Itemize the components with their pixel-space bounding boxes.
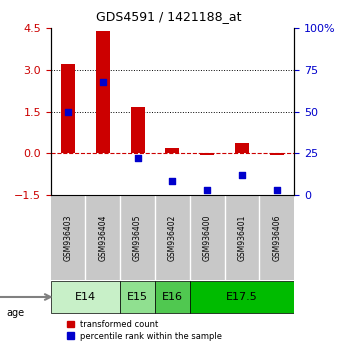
Bar bbox=[270, 153, 284, 155]
Bar bbox=[235, 143, 249, 153]
Text: GDS4591 / 1421188_at: GDS4591 / 1421188_at bbox=[96, 10, 242, 23]
FancyBboxPatch shape bbox=[155, 281, 190, 313]
FancyBboxPatch shape bbox=[120, 281, 155, 313]
Legend: transformed count, percentile rank within the sample: transformed count, percentile rank withi… bbox=[67, 320, 222, 341]
Text: GSM936404: GSM936404 bbox=[98, 214, 107, 261]
FancyBboxPatch shape bbox=[190, 281, 294, 313]
Point bbox=[204, 187, 210, 193]
Text: E16: E16 bbox=[162, 292, 183, 302]
Text: age: age bbox=[7, 308, 25, 318]
Bar bbox=[131, 107, 145, 153]
Bar bbox=[200, 153, 214, 155]
Text: GSM936401: GSM936401 bbox=[237, 215, 246, 261]
Text: GSM936406: GSM936406 bbox=[272, 214, 281, 261]
Text: GSM936405: GSM936405 bbox=[133, 214, 142, 261]
Text: GSM936402: GSM936402 bbox=[168, 215, 177, 261]
Text: E17.5: E17.5 bbox=[226, 292, 258, 302]
Bar bbox=[165, 148, 179, 153]
Point bbox=[135, 155, 140, 161]
Text: GSM936400: GSM936400 bbox=[203, 214, 212, 261]
Point bbox=[100, 79, 105, 84]
Point bbox=[170, 179, 175, 184]
Point bbox=[274, 187, 280, 193]
Text: GSM936403: GSM936403 bbox=[64, 214, 73, 261]
Point bbox=[65, 109, 71, 114]
Bar bbox=[96, 31, 110, 153]
Point bbox=[239, 172, 245, 178]
Text: E14: E14 bbox=[75, 292, 96, 302]
Text: E15: E15 bbox=[127, 292, 148, 302]
Bar bbox=[61, 64, 75, 153]
FancyBboxPatch shape bbox=[51, 281, 120, 313]
